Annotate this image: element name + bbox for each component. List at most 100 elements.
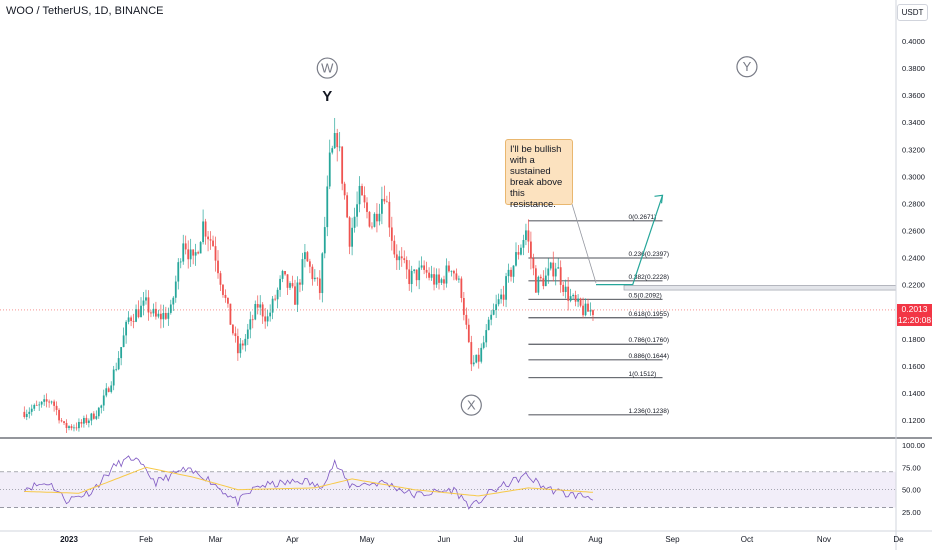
candle-body bbox=[490, 314, 493, 320]
wave-label-circle bbox=[736, 56, 758, 78]
candle-body bbox=[577, 298, 579, 302]
candle-body bbox=[306, 252, 309, 262]
candle-body bbox=[311, 266, 314, 280]
candle-body bbox=[192, 249, 195, 256]
candle-body bbox=[495, 304, 498, 310]
candle-body bbox=[23, 411, 26, 417]
candle-body bbox=[38, 404, 41, 406]
last-price-value: 0.2013 bbox=[901, 304, 928, 314]
candle-body bbox=[48, 401, 51, 403]
candle-body bbox=[525, 230, 527, 240]
candle-body bbox=[204, 221, 207, 237]
candle-body bbox=[341, 146, 344, 184]
candle-body bbox=[261, 304, 264, 317]
candle-body bbox=[336, 132, 339, 148]
rsi-tick-label: 75.00 bbox=[902, 463, 921, 472]
candle-body bbox=[502, 294, 505, 300]
candle-body bbox=[532, 258, 535, 269]
time-tick-label: Mar bbox=[209, 535, 223, 544]
candle-body bbox=[485, 330, 488, 343]
candles-layer bbox=[23, 117, 594, 433]
candle-body bbox=[423, 265, 426, 270]
candle-body bbox=[197, 252, 200, 254]
candle-body bbox=[254, 303, 257, 320]
candle-body bbox=[487, 319, 490, 331]
candle-body bbox=[395, 254, 398, 261]
resistance-zone bbox=[623, 285, 897, 291]
candle-body bbox=[497, 299, 500, 305]
rsi-ma-line bbox=[24, 466, 594, 497]
candle-body bbox=[55, 405, 58, 410]
arrow-head bbox=[654, 194, 664, 204]
candle-body bbox=[97, 407, 100, 417]
candle-body bbox=[564, 286, 567, 293]
candle-body bbox=[460, 278, 463, 299]
time-tick-label: May bbox=[359, 535, 374, 544]
candle-body bbox=[162, 312, 165, 320]
currency-unit-button[interactable]: USDT bbox=[897, 4, 928, 21]
candle-body bbox=[346, 195, 349, 218]
candle-body bbox=[63, 421, 65, 423]
candle-body bbox=[363, 195, 366, 203]
candle-body bbox=[321, 253, 324, 294]
rsi-line bbox=[23, 455, 594, 510]
candle-body bbox=[569, 296, 572, 301]
candle-body bbox=[348, 217, 351, 247]
candle-body bbox=[50, 401, 53, 403]
candle-body bbox=[304, 252, 306, 260]
candle-body bbox=[40, 401, 43, 405]
candle-body bbox=[224, 294, 227, 298]
candle-body bbox=[269, 312, 272, 317]
candle-body bbox=[274, 298, 277, 300]
candle-body bbox=[520, 247, 522, 255]
candle-body bbox=[25, 413, 28, 417]
candle-body bbox=[95, 416, 98, 419]
annotation-callout[interactable]: I'll be bullish with a sustained break a… bbox=[505, 139, 573, 210]
candle-body bbox=[381, 198, 383, 214]
candle-body bbox=[152, 308, 155, 314]
fib-level-label: 0.382(0.2228) bbox=[629, 274, 669, 281]
candle-body bbox=[137, 309, 140, 318]
price-tick-label: 0.1400 bbox=[902, 389, 925, 398]
candle-body bbox=[398, 256, 401, 261]
candle-body bbox=[388, 201, 391, 228]
price-tick-label: 0.3200 bbox=[902, 145, 925, 154]
candle-body bbox=[557, 267, 560, 269]
candle-body bbox=[539, 276, 542, 279]
candle-body bbox=[480, 347, 483, 362]
candle-body bbox=[400, 256, 403, 259]
time-tick-label: De bbox=[893, 535, 904, 544]
fib-level-label: 0.618(0.1955) bbox=[629, 311, 669, 318]
candle-body bbox=[246, 329, 249, 339]
candle-body bbox=[316, 277, 319, 279]
candle-body bbox=[145, 297, 147, 301]
candle-body bbox=[174, 281, 177, 298]
callout-pointer bbox=[571, 203, 597, 284]
candle-body bbox=[184, 243, 187, 250]
wave-label-circle bbox=[316, 57, 338, 79]
candle-body bbox=[87, 420, 90, 423]
candle-body bbox=[390, 227, 393, 241]
candle-body bbox=[281, 270, 284, 279]
candle-body bbox=[371, 226, 373, 228]
chart-title: WOO / TetherUS, 1D, BINANCE bbox=[6, 5, 164, 17]
candle-body bbox=[492, 309, 495, 315]
candle-body bbox=[132, 320, 135, 322]
candle-body bbox=[90, 413, 93, 421]
time-tick-label: Oct bbox=[741, 535, 754, 544]
candle-body bbox=[92, 413, 95, 419]
candle-body bbox=[562, 284, 565, 293]
candle-body bbox=[500, 294, 502, 300]
candle-body bbox=[276, 289, 279, 300]
candle-body bbox=[150, 312, 152, 314]
candle-body bbox=[453, 270, 455, 274]
candle-body bbox=[582, 305, 584, 316]
rsi-tick-label: 50.00 bbox=[902, 486, 921, 495]
candle-body bbox=[35, 404, 38, 406]
candle-body bbox=[333, 132, 336, 149]
last-price-badge: 0.2013 12:20:08 bbox=[897, 304, 932, 326]
price-tick-label: 0.2200 bbox=[902, 281, 925, 290]
candle-body bbox=[515, 252, 517, 266]
